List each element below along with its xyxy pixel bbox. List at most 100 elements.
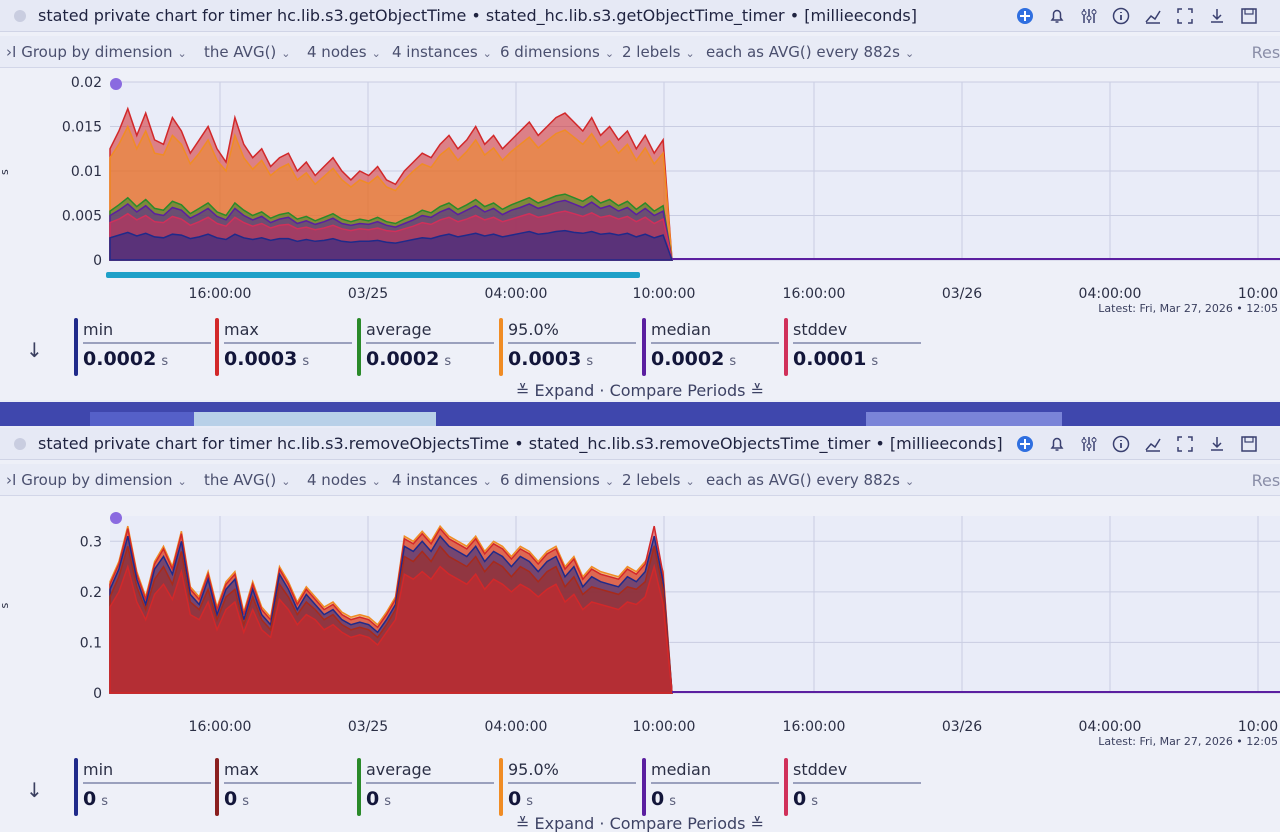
stat-p95[interactable]: 95.0% 0.0003 s — [499, 318, 637, 378]
stat-label: min — [83, 320, 114, 339]
stat-value-wrap: 0.0003 s — [508, 348, 593, 370]
stat-divider — [83, 342, 211, 344]
sliders-icon[interactable] — [1076, 432, 1102, 456]
stat-value: 0 — [224, 788, 238, 810]
reset-button[interactable]: Rese — [1251, 43, 1280, 62]
stat-value-wrap: 0.0003 s — [224, 348, 309, 370]
stat-min[interactable]: min 0.0002 s — [74, 318, 212, 378]
info-icon[interactable] — [1108, 432, 1134, 456]
collapse-toggle[interactable] — [14, 10, 26, 22]
expand-compare-button[interactable]: ≚ Expand · Compare Periods ≚ — [0, 381, 1280, 400]
expand-compare-button[interactable]: ≚ Expand · Compare Periods ≚ — [0, 814, 1280, 832]
chart-svg[interactable]: 0 0.005 0.01 0.015 0.02 s 16:00:00 03/25 04:00:0… — [0, 70, 1280, 318]
chart-type-icon[interactable] — [1140, 432, 1166, 456]
add-icon[interactable] — [1012, 432, 1038, 456]
stat-unit: s — [161, 354, 169, 369]
panel-toolbar — [1012, 4, 1262, 28]
bell-icon[interactable] — [1044, 4, 1070, 28]
bell-icon[interactable] — [1044, 432, 1070, 456]
x-tick-label: 03/25 — [348, 286, 388, 302]
y-tick-label: 0.2 — [80, 585, 102, 601]
y-tick-label: 0.3 — [80, 534, 102, 550]
chevron-down-icon: ⌄ — [685, 475, 695, 488]
stat-divider — [83, 782, 211, 784]
panel-titlebar: stated private chart for timer hc.lib.s3… — [0, 428, 1280, 460]
group-by-dropdown[interactable]: ›I Group by dimension ⌄ — [6, 43, 187, 61]
x-tick-label: 10:00 — [1238, 286, 1278, 302]
sort-arrow-icon[interactable]: ↓ — [26, 778, 43, 802]
stat-color-bar — [642, 318, 646, 376]
time-brush — [106, 272, 640, 278]
info-icon[interactable] — [1108, 4, 1134, 28]
y-tick-label: 0 — [93, 253, 102, 269]
sliders-icon[interactable] — [1076, 4, 1102, 28]
download-icon[interactable] — [1204, 432, 1230, 456]
chart-type-icon[interactable] — [1140, 4, 1166, 28]
stat-divider — [651, 342, 779, 344]
stat-max[interactable]: max 0.0003 s — [215, 318, 353, 378]
x-tick-label: 16:00:00 — [189, 286, 252, 302]
reset-button[interactable]: Rese — [1251, 471, 1280, 490]
x-tick-label: 16:00:00 — [189, 719, 252, 735]
fullscreen-icon[interactable] — [1172, 432, 1198, 456]
stat-average[interactable]: average 0.0002 s — [357, 318, 495, 378]
chevron-down-icon: ⌄ — [482, 475, 492, 488]
download-icon[interactable] — [1204, 4, 1230, 28]
chart-area[interactable]: 0 0.1 0.2 0.3 s 16:00:00 03/25 04:00:00 10:00:00… — [0, 498, 1280, 748]
y-tick-label: 0.1 — [80, 635, 102, 651]
group-by-dropdown[interactable]: ›I Group by dimension ⌄ — [6, 471, 187, 489]
stat-unit: s — [669, 794, 677, 809]
stat-label: median — [651, 320, 711, 339]
stat-median[interactable]: median 0.0002 s — [642, 318, 780, 378]
add-icon[interactable] — [1012, 4, 1038, 28]
chevron-down-icon: ⌄ — [177, 475, 187, 488]
instances-dropdown[interactable]: 4 instances ⌄ — [392, 43, 492, 61]
labels-label: 2 lebels — [622, 471, 681, 489]
annotation-dot-icon — [110, 512, 122, 524]
chevron-down-icon: ⌄ — [904, 47, 915, 60]
stat-color-bar — [74, 758, 78, 816]
save-icon[interactable] — [1236, 432, 1262, 456]
fullscreen-icon[interactable] — [1172, 4, 1198, 28]
each-as-dropdown[interactable]: each as AVG() every 882s ⌄ — [706, 43, 914, 61]
nodes-dropdown[interactable]: 4 nodes ⌄ — [307, 43, 381, 61]
collapse-toggle[interactable] — [14, 438, 26, 450]
x-tick-label: 16:00:00 — [783, 719, 846, 735]
stat-unit: s — [586, 354, 594, 369]
instances-dropdown[interactable]: 4 instances ⌄ — [392, 471, 492, 489]
dimensions-label: 6 dimensions — [500, 471, 600, 489]
aggregate-dropdown[interactable]: the AVG() ⌄ — [204, 43, 291, 61]
stat-divider — [508, 782, 636, 784]
stat-stddev[interactable]: stddev 0.0001 s — [784, 318, 922, 378]
dimensions-dropdown[interactable]: 6 dimensions ⌄ — [500, 471, 614, 489]
nodes-label: 4 nodes — [307, 471, 367, 489]
save-icon[interactable] — [1236, 4, 1262, 28]
stat-label: median — [651, 760, 711, 779]
each-as-label: each as AVG() every 882s — [706, 43, 900, 61]
x-tick-label: 04:00:00 — [1079, 719, 1142, 735]
sort-arrow-icon[interactable]: ↓ — [26, 338, 43, 362]
stat-unit: s — [729, 354, 737, 369]
stat-color-bar — [215, 318, 219, 376]
nodes-dropdown[interactable]: 4 nodes ⌄ — [307, 471, 381, 489]
dimensions-dropdown[interactable]: 6 dimensions ⌄ — [500, 43, 614, 61]
labels-dropdown[interactable]: 2 lebels ⌄ — [622, 43, 695, 61]
chevrons-down-icon: ≚ — [745, 381, 764, 400]
chart-svg[interactable]: 0 0.1 0.2 0.3 s 16:00:00 03/25 04:00:00 10:00:00… — [0, 498, 1280, 748]
each-as-dropdown[interactable]: each as AVG() every 882s ⌄ — [706, 471, 914, 489]
chevrons-down-icon: ≚ — [516, 814, 535, 832]
stat-label: stddev — [793, 760, 848, 779]
stat-unit: s — [871, 354, 879, 369]
x-tick-label: 10:00:00 — [633, 286, 696, 302]
chevron-down-icon: ⌄ — [604, 475, 615, 488]
aggregate-dropdown[interactable]: the AVG() ⌄ — [204, 471, 291, 489]
labels-dropdown[interactable]: 2 lebels ⌄ — [622, 471, 695, 489]
chart-area[interactable]: 0 0.005 0.01 0.015 0.02 s 16:00:00 03/25 04:00:0… — [0, 70, 1280, 318]
